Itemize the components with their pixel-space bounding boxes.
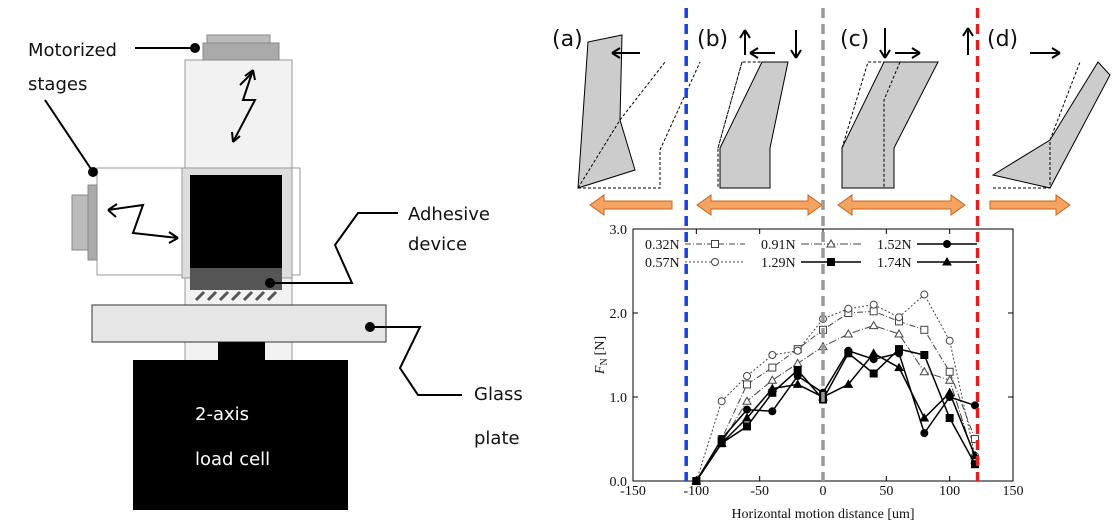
marker (712, 241, 719, 248)
marker (794, 347, 801, 354)
glass-label: plate (474, 428, 520, 449)
range-arrows (590, 195, 1070, 215)
marker (870, 370, 877, 377)
knob (88, 185, 97, 260)
marker (921, 352, 928, 359)
x-tick-label: -50 (750, 484, 769, 499)
dot (190, 43, 200, 53)
marker (946, 415, 953, 422)
loadcell-label: load cell (195, 449, 270, 470)
marker (921, 326, 928, 333)
stages-label: stages (28, 74, 87, 95)
marker (794, 373, 801, 380)
knob (203, 43, 279, 60)
marker (744, 423, 751, 430)
dot (88, 167, 98, 177)
marker (769, 364, 776, 371)
legend-label: 0.57N (645, 256, 680, 271)
marker (712, 259, 719, 266)
x-tick-label: 0 (820, 484, 827, 499)
range-arrow (697, 195, 822, 215)
x-tick-label: 50 (879, 484, 893, 499)
schematics: (a) (b) (c) (d) (552, 27, 1110, 215)
y-axis-label: FN [N] (593, 336, 610, 375)
marker (896, 350, 903, 357)
adhesive-block (190, 175, 282, 270)
marker (946, 368, 953, 375)
dot (365, 322, 375, 332)
leader (45, 48, 195, 172)
marker (769, 352, 776, 359)
adhesive-label: Adhesive (408, 204, 490, 225)
y-tick-label: 1.0 (610, 391, 628, 406)
range-arrow (990, 195, 1070, 215)
panel-label: (c) (840, 27, 869, 52)
marker (718, 398, 725, 405)
marker (946, 337, 953, 344)
legend-label: 1.29N (761, 256, 796, 271)
marker (921, 291, 928, 298)
dot (265, 278, 275, 288)
shape (720, 62, 788, 188)
y-label-sub: N (599, 358, 610, 365)
marker (769, 408, 776, 415)
marker (870, 308, 877, 315)
knob (72, 195, 88, 250)
marker (744, 373, 751, 380)
knob (207, 35, 270, 43)
figure: 2-axis load cell Motorized stages Adhesi… (0, 0, 1113, 521)
load-cell (133, 360, 348, 510)
marker (944, 241, 951, 248)
y-tick-label: 0.0 (610, 475, 628, 490)
y-tick-label: 2.0 (610, 307, 628, 322)
range-arrow (838, 195, 965, 215)
x-tick-label: 100 (939, 484, 960, 499)
panel-label: (a) (552, 27, 583, 52)
x-tick-label: 150 (1003, 484, 1024, 499)
y-tick-label: 3.0 (610, 223, 628, 238)
marker (896, 314, 903, 321)
legend-label: 0.32N (645, 238, 680, 253)
shape (993, 62, 1110, 188)
y-label-unit: [N] (593, 336, 608, 355)
shape (842, 62, 938, 188)
legend-label: 1.74N (877, 256, 912, 271)
plot: -150-100-500501001500.01.02.03.0Horizont… (593, 223, 1024, 521)
loadcell-label: 2-axis (195, 404, 249, 425)
marker (972, 402, 979, 409)
glass-label: Glass (474, 384, 523, 405)
panel-label: (b) (697, 27, 728, 52)
panel-label: (d) (987, 27, 1018, 52)
marker (870, 301, 877, 308)
legend-label: 0.91N (761, 238, 796, 253)
marker (744, 381, 751, 388)
glass-plate (92, 305, 386, 342)
range-arrow (590, 195, 672, 215)
y-label-main: F (593, 365, 608, 375)
x-tick-label: -100 (683, 484, 709, 499)
marker (921, 430, 928, 437)
setup-diagram: 2-axis load cell Motorized stages Adhesi… (28, 35, 523, 510)
marker (828, 259, 835, 266)
legend-label: 1.52N (877, 238, 912, 253)
stages-label: Motorized (28, 40, 117, 61)
x-axis-label: Horizontal motion distance [um] (731, 507, 914, 521)
adhesive-label: device (408, 234, 467, 255)
neck (218, 342, 265, 362)
marker (845, 347, 852, 354)
marker (744, 406, 751, 413)
marker (845, 305, 852, 312)
